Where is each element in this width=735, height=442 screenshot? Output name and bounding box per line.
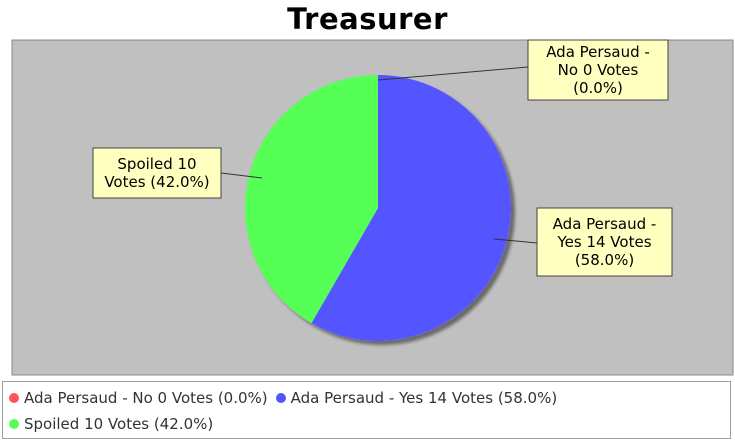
legend-label-yes: Ada Persaud - Yes 14 Votes (58.0%) (290, 389, 558, 407)
data-label-1-line-0: Ada Persaud - (553, 215, 657, 233)
data-label-1-line-2: (58.0%) (575, 251, 634, 269)
label-box-0 (527, 39, 669, 101)
label-leader-1 (493, 238, 538, 244)
legend-row-2: Spoiled 10 Votes (42.0%) (9, 411, 724, 437)
chart-title: Treasurer (287, 2, 448, 36)
data-label-2-line-0: Spoiled 10 (117, 155, 196, 173)
legend-item-spoiled: Spoiled 10 Votes (42.0%) (9, 415, 213, 433)
data-label-0-line-0: Ada Persaud - (546, 43, 650, 61)
legend-swatch-spoiled (9, 419, 19, 429)
legend-swatch-no (9, 393, 19, 403)
legend-row-1: Ada Persaud - No 0 Votes (0.0%) Ada Pers… (9, 385, 724, 411)
label-box-2 (92, 147, 222, 199)
label-box-1 (536, 207, 673, 277)
pie-slice-1 (311, 75, 512, 341)
legend-item-yes: Ada Persaud - Yes 14 Votes (58.0%) (275, 389, 558, 407)
data-label-1-line-1: Yes 14 Votes (556, 233, 651, 251)
data-label-0-line-1: No 0 Votes (558, 61, 639, 79)
legend-swatch-yes (275, 393, 286, 403)
legend-item-no: Ada Persaud - No 0 Votes (0.0%) (9, 389, 268, 407)
data-label-2-line-1: Votes (42.0%) (104, 173, 209, 191)
label-leader-2 (220, 172, 263, 179)
pie-labels: Ada Persaud -No 0 Votes(0.0%)Ada Persaud… (92, 39, 673, 277)
pie-slices (245, 75, 512, 341)
legend-label-spoiled: Spoiled 10 Votes (42.0%) (24, 415, 214, 433)
legend-label-no: Ada Persaud - No 0 Votes (0.0%) (24, 389, 268, 407)
pie-slice-2 (245, 75, 378, 324)
label-leader-0 (377, 66, 529, 81)
data-label-0-line-2: (0.0%) (573, 79, 623, 97)
pie-plot: Ada Persaud -No 0 Votes(0.0%)Ada Persaud… (11, 39, 734, 376)
legend: Ada Persaud - No 0 Votes (0.0%) Ada Pers… (2, 381, 731, 439)
